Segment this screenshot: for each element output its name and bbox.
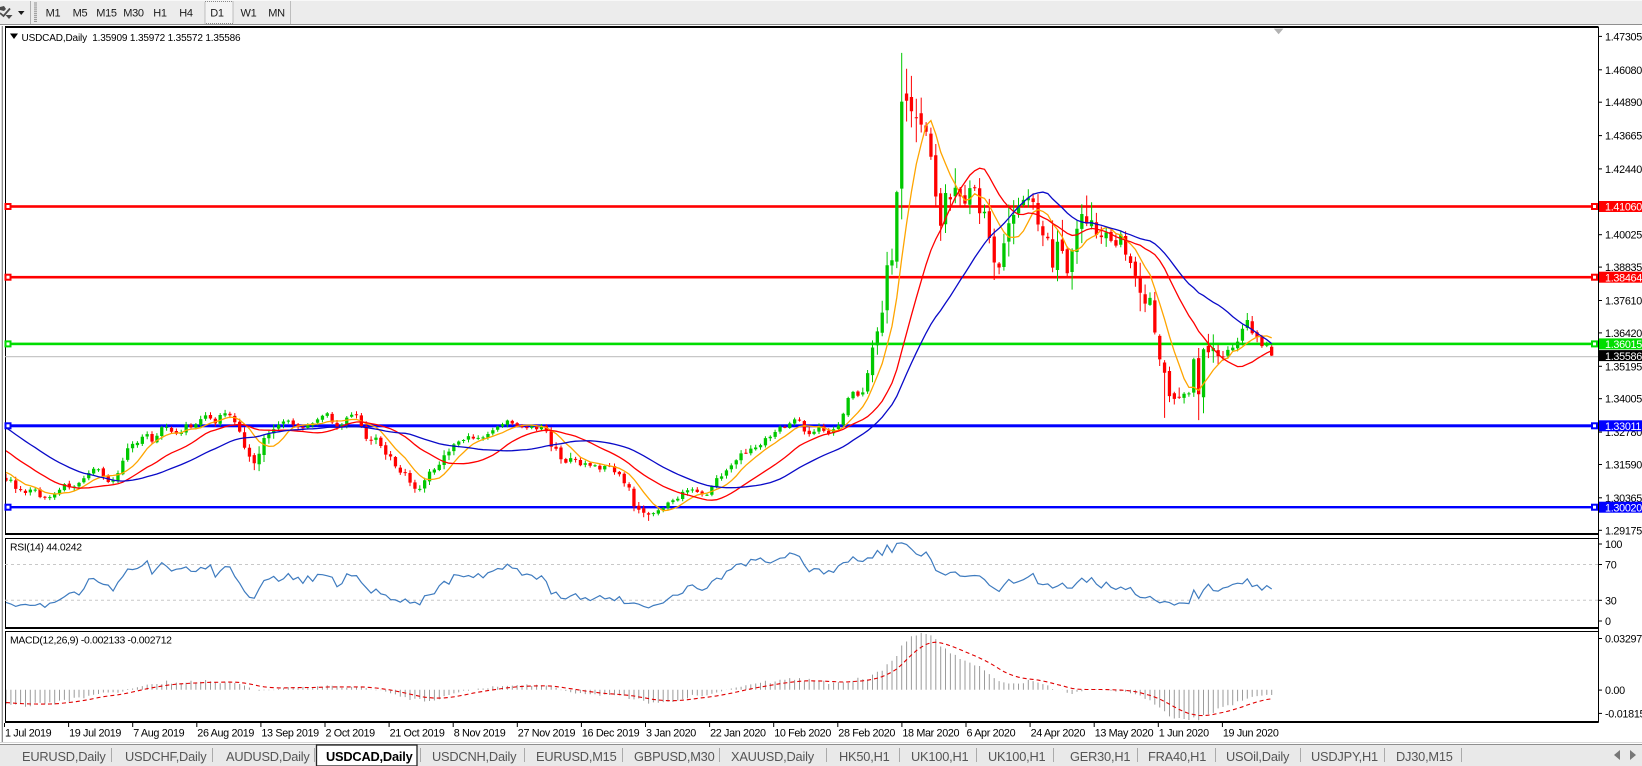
svg-text:13 May 2020: 13 May 2020 bbox=[1095, 728, 1154, 740]
svg-text:26 Aug 2019: 26 Aug 2019 bbox=[197, 728, 254, 740]
svg-text:8 Nov 2019: 8 Nov 2019 bbox=[454, 728, 506, 740]
svg-text:1.34005: 1.34005 bbox=[1605, 394, 1642, 406]
svg-text:1.36420: 1.36420 bbox=[1605, 328, 1642, 340]
svg-text:22 Jan 2020: 22 Jan 2020 bbox=[710, 728, 766, 740]
svg-text:USDCHF,Daily: USDCHF,Daily bbox=[125, 749, 207, 764]
svg-text:30: 30 bbox=[1605, 595, 1617, 607]
svg-text:D1: D1 bbox=[210, 8, 224, 20]
svg-text:1.47305: 1.47305 bbox=[1605, 31, 1642, 43]
svg-text:1.36015: 1.36015 bbox=[1605, 339, 1642, 351]
svg-text:0.032972: 0.032972 bbox=[1605, 634, 1642, 646]
svg-text:UK100,H1: UK100,H1 bbox=[911, 749, 969, 764]
svg-text:GBPUSD,M30: GBPUSD,M30 bbox=[634, 749, 715, 764]
svg-text:EURUSD,M15: EURUSD,M15 bbox=[536, 749, 617, 764]
svg-text:1.40025: 1.40025 bbox=[1605, 230, 1642, 242]
svg-text:H4: H4 bbox=[179, 8, 193, 20]
svg-text:70: 70 bbox=[1605, 560, 1617, 572]
svg-text:1.35195: 1.35195 bbox=[1605, 361, 1642, 373]
svg-text:19 Jun 2020: 19 Jun 2020 bbox=[1223, 728, 1279, 740]
svg-text:EURUSD,Daily: EURUSD,Daily bbox=[22, 749, 106, 764]
svg-text:24 Apr 2020: 24 Apr 2020 bbox=[1031, 728, 1086, 740]
svg-text:USDCAD,Daily 1.35909 1.35972: USDCAD,Daily 1.35909 1.35972 1.35572 1.3… bbox=[22, 33, 242, 44]
svg-text:H1: H1 bbox=[153, 8, 167, 20]
svg-text:XAUUSD,Daily: XAUUSD,Daily bbox=[731, 749, 815, 764]
svg-text:3 Jan 2020: 3 Jan 2020 bbox=[646, 728, 696, 740]
svg-text:1.35586: 1.35586 bbox=[1605, 351, 1642, 363]
svg-text:1.38464: 1.38464 bbox=[1605, 272, 1642, 284]
svg-text:100: 100 bbox=[1605, 539, 1622, 551]
svg-text:HK50,H1: HK50,H1 bbox=[839, 749, 890, 764]
svg-text:USOil,Daily: USOil,Daily bbox=[1226, 749, 1290, 764]
svg-text:16 Dec 2019: 16 Dec 2019 bbox=[582, 728, 640, 740]
svg-text:13 Sep 2019: 13 Sep 2019 bbox=[261, 728, 319, 740]
svg-text:M30: M30 bbox=[123, 8, 144, 20]
svg-text:0: 0 bbox=[1605, 616, 1611, 628]
svg-text:6 Apr 2020: 6 Apr 2020 bbox=[967, 728, 1016, 740]
svg-text:USDJPY,H1: USDJPY,H1 bbox=[1311, 749, 1378, 764]
svg-text:-0.018154: -0.018154 bbox=[1605, 708, 1642, 720]
svg-text:M5: M5 bbox=[73, 8, 88, 20]
svg-text:1.29175: 1.29175 bbox=[1605, 525, 1642, 537]
svg-text:1.41060: 1.41060 bbox=[1605, 202, 1642, 214]
svg-text:GER30,H1: GER30,H1 bbox=[1070, 749, 1130, 764]
svg-text:1.43665: 1.43665 bbox=[1605, 131, 1642, 143]
svg-text:M15: M15 bbox=[96, 8, 117, 20]
svg-text:1.30020: 1.30020 bbox=[1605, 502, 1642, 514]
svg-text:21 Oct 2019: 21 Oct 2019 bbox=[390, 728, 445, 740]
svg-text:M1: M1 bbox=[46, 8, 61, 20]
svg-text:19 Jul 2019: 19 Jul 2019 bbox=[69, 728, 121, 740]
svg-text:1 Jul 2019: 1 Jul 2019 bbox=[5, 728, 52, 740]
svg-text:0.00: 0.00 bbox=[1605, 685, 1625, 697]
svg-text:FRA40,H1: FRA40,H1 bbox=[1148, 749, 1206, 764]
svg-text:28 Feb 2020: 28 Feb 2020 bbox=[838, 728, 895, 740]
svg-text:1.33011: 1.33011 bbox=[1605, 421, 1641, 433]
svg-text:1.46080: 1.46080 bbox=[1605, 65, 1642, 77]
svg-text:1.38835: 1.38835 bbox=[1605, 262, 1642, 274]
svg-text:1.31590: 1.31590 bbox=[1605, 460, 1642, 472]
svg-text:10 Feb 2020: 10 Feb 2020 bbox=[774, 728, 831, 740]
svg-text:USDCNH,Daily: USDCNH,Daily bbox=[432, 749, 517, 764]
svg-text:RSI(14) 44.0242: RSI(14) 44.0242 bbox=[10, 543, 82, 554]
svg-text:1 Jun 2020: 1 Jun 2020 bbox=[1159, 728, 1209, 740]
svg-text:7 Aug 2019: 7 Aug 2019 bbox=[133, 728, 184, 740]
svg-text:27 Nov 2019: 27 Nov 2019 bbox=[518, 728, 576, 740]
svg-text:DJ30,M15: DJ30,M15 bbox=[1396, 749, 1453, 764]
svg-text:18 Mar 2020: 18 Mar 2020 bbox=[902, 728, 959, 740]
svg-text:1.42440: 1.42440 bbox=[1605, 164, 1642, 176]
svg-text:UK100,H1: UK100,H1 bbox=[988, 749, 1046, 764]
svg-text:1.44890: 1.44890 bbox=[1605, 97, 1642, 109]
svg-text:AUDUSD,Daily: AUDUSD,Daily bbox=[226, 749, 310, 764]
svg-text:MACD(12,26,9) -0.002133 -0.002: MACD(12,26,9) -0.002133 -0.002712 bbox=[10, 636, 172, 647]
svg-text:USDCAD,Daily: USDCAD,Daily bbox=[326, 749, 414, 764]
svg-text:W1: W1 bbox=[241, 8, 257, 20]
svg-text:2 Oct 2019: 2 Oct 2019 bbox=[326, 728, 376, 740]
svg-text:1.37610: 1.37610 bbox=[1605, 296, 1642, 308]
svg-text:MN: MN bbox=[268, 8, 285, 20]
